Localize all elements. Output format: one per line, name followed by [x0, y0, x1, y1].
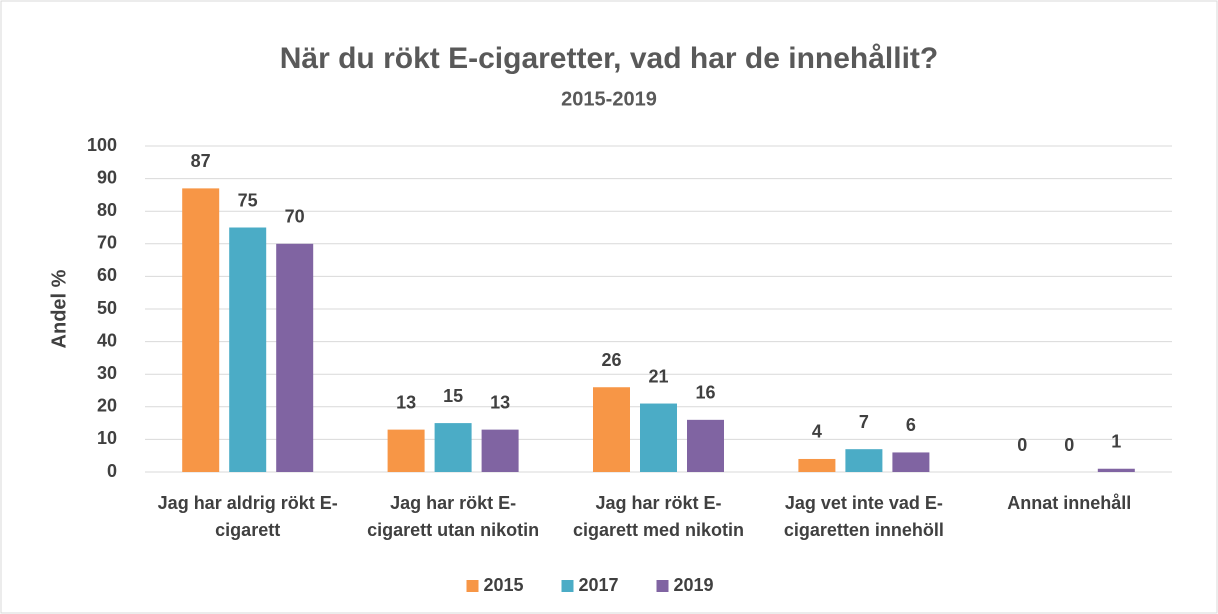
- y-tick-label: 70: [97, 233, 117, 253]
- data-label: 13: [396, 392, 416, 412]
- legend-swatch: [561, 580, 574, 592]
- y-tick-label: 100: [87, 135, 117, 155]
- bar: [276, 243, 314, 472]
- legend-swatch: [656, 580, 669, 592]
- x-tick-label: Jag har aldrig rökt E-: [158, 493, 338, 513]
- y-tick-label: 50: [97, 298, 117, 318]
- bar: [593, 387, 630, 472]
- data-label: 70: [285, 207, 305, 227]
- bar: [640, 403, 677, 472]
- y-tick-label: 20: [97, 396, 117, 416]
- legend-label: 2019: [674, 575, 714, 595]
- data-label: 0: [1017, 435, 1027, 455]
- legend-label: 2017: [579, 575, 619, 595]
- bar: [387, 429, 425, 472]
- x-tick-label: Annat innehåll: [1007, 493, 1131, 513]
- bar: [434, 423, 472, 472]
- legend-swatch: [466, 580, 479, 592]
- bar: [1097, 468, 1135, 472]
- data-label: 16: [695, 383, 715, 403]
- data-label: 75: [238, 190, 258, 210]
- bar: [687, 419, 724, 472]
- x-tick-label: Jag har rökt E-: [595, 493, 721, 513]
- y-tick-label: 10: [97, 428, 117, 448]
- x-tick-label: Jag har rökt E-: [390, 493, 516, 513]
- data-label: 7: [859, 412, 869, 432]
- data-label: 26: [601, 350, 621, 370]
- chart-title: När du rökt E-cigaretter, vad har de inn…: [280, 42, 939, 75]
- data-label: 0: [1064, 435, 1074, 455]
- bar: [892, 452, 930, 472]
- data-label: 21: [648, 366, 668, 386]
- x-tick-label: cigarett med nikotin: [573, 520, 744, 540]
- data-label: 15: [443, 386, 463, 406]
- y-tick-label: 30: [97, 363, 117, 383]
- data-label: 4: [812, 422, 822, 442]
- data-label: 13: [490, 392, 510, 412]
- bar: [182, 188, 220, 472]
- x-tick-label: Jag vet inte vad E-: [785, 493, 943, 513]
- y-tick-label: 90: [97, 167, 117, 187]
- y-axis-label: Andel %: [48, 269, 70, 348]
- y-tick-label: 40: [97, 330, 117, 350]
- data-label: 6: [906, 415, 916, 435]
- bar: [481, 429, 519, 472]
- chart-subtitle: 2015-2019: [561, 88, 657, 110]
- legend-label: 2015: [484, 575, 524, 595]
- bar: [229, 227, 267, 472]
- y-tick-label: 60: [97, 265, 117, 285]
- data-label: 1: [1111, 431, 1121, 451]
- data-label: 87: [191, 151, 211, 171]
- bar: [845, 449, 883, 472]
- y-tick-label: 0: [107, 461, 117, 481]
- y-tick-label: 80: [97, 200, 117, 220]
- x-tick-label: cigaretten innehöll: [784, 520, 944, 540]
- bar: [798, 458, 836, 472]
- x-tick-label: cigarett: [215, 520, 280, 540]
- x-tick-label: cigarett utan nikotin: [367, 520, 539, 540]
